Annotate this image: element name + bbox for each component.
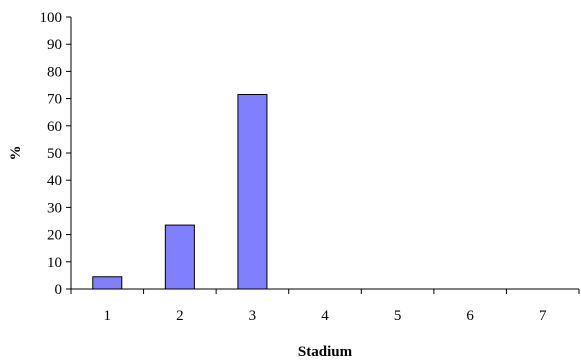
y-tick-label: 20 (47, 228, 62, 244)
y-tick-label: 40 (47, 173, 62, 189)
x-tick-label: 7 (539, 308, 547, 324)
x-axis-title: Stadium (298, 344, 353, 360)
y-axis-title: % (8, 146, 24, 161)
y-tick-label: 80 (47, 64, 62, 80)
y-tick-label: 90 (47, 37, 62, 53)
x-axis-ticks: 1 2 3 4 5 6 7 (70, 289, 580, 324)
x-tick-label: 3 (249, 308, 257, 324)
bar (92, 276, 123, 290)
y-tick-label: 70 (47, 92, 62, 108)
y-tick-label: 60 (47, 119, 62, 135)
y-tick-label: 50 (47, 146, 62, 162)
y-tick-label: 100 (40, 10, 63, 26)
bars (92, 94, 268, 290)
y-tick-label: 10 (47, 255, 62, 271)
y-tick-label: 30 (47, 200, 62, 216)
y-axis-ticks: 0 10 20 30 40 50 60 70 80 90 100 (40, 10, 71, 298)
bar (237, 94, 268, 290)
y-tick-label: 0 (55, 282, 63, 298)
x-tick-label: 1 (104, 308, 112, 324)
x-tick-label: 6 (466, 308, 474, 324)
x-tick-label: 2 (176, 308, 184, 324)
bar (164, 224, 195, 290)
x-tick-label: 4 (321, 308, 329, 324)
x-tick-label: 5 (394, 308, 402, 324)
